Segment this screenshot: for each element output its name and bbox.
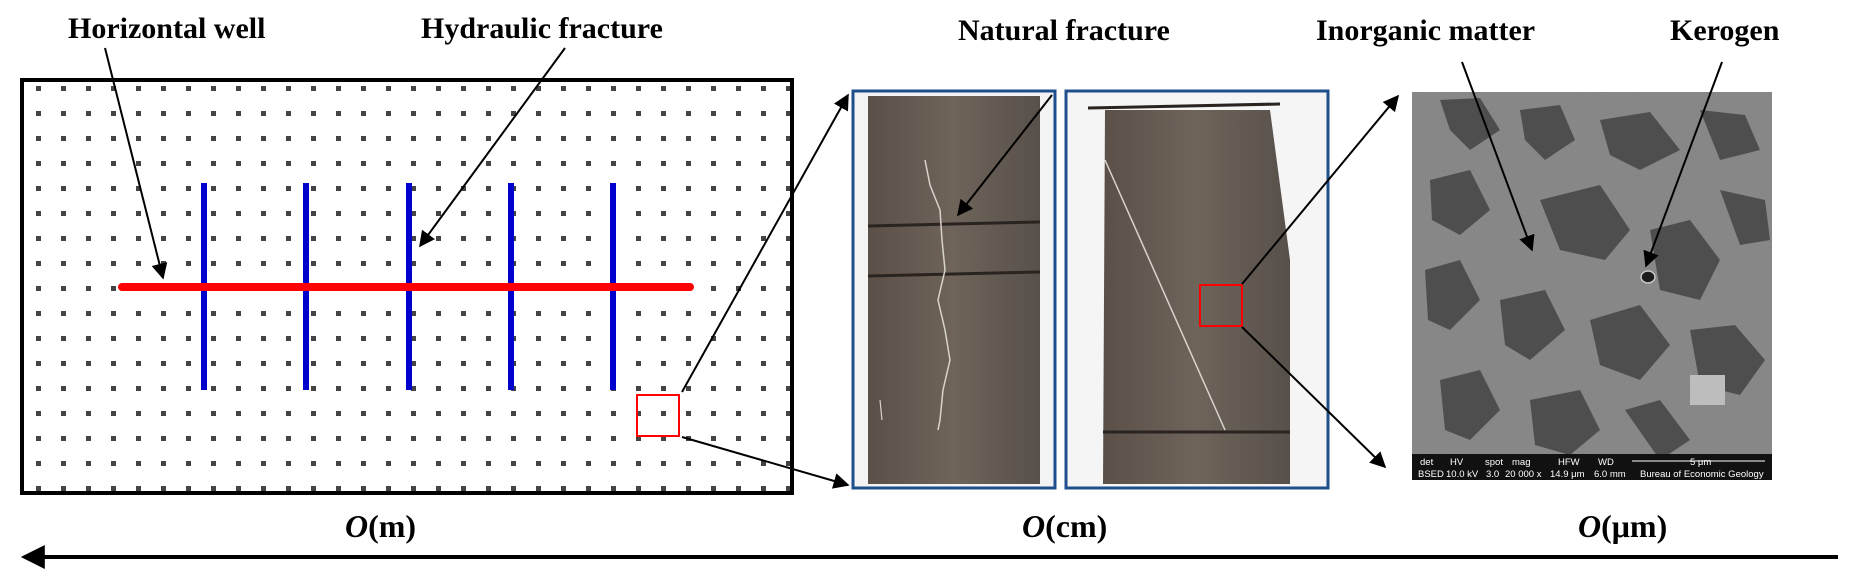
sem-scalebar-label: 5 μm — [1690, 457, 1711, 468]
scale-um-symbol: O — [1578, 508, 1601, 544]
core-sample-right — [1103, 110, 1290, 484]
label-horizontal-well: Horizontal well — [68, 12, 265, 45]
callout-kerogen — [1643, 61, 1723, 268]
zoom-box-core — [1199, 284, 1243, 327]
callout-natural-fracture — [957, 94, 1053, 217]
scale-label-cm: O(cm) — [1022, 508, 1107, 544]
label-hydraulic-fracture: Hydraulic fracture — [421, 12, 663, 45]
callout-inorganic-matter — [1461, 61, 1535, 252]
callout-horizontal-well — [104, 47, 168, 280]
sem-panel: det HV spot mag HFW WD BSED 10.0 kV 3.0 … — [1412, 92, 1772, 480]
connector-core-bottom — [1241, 326, 1387, 469]
sem-v0: BSED — [1418, 469, 1444, 480]
core-vein — [1104, 159, 1226, 431]
scale-cm-symbol: O — [1022, 508, 1045, 544]
core-crack-1 — [867, 220, 1041, 228]
connector-res-top — [681, 93, 849, 393]
connector-res-bottom — [681, 436, 850, 489]
zoom-box-reservoir — [636, 394, 680, 437]
core-crack-2 — [867, 270, 1041, 278]
sem-v4: 14.9 μm — [1550, 469, 1585, 480]
core-panel — [851, 89, 1330, 490]
scale-m-unit: (m) — [368, 508, 416, 544]
kerogen-pore — [1640, 270, 1656, 284]
sem-v5: 6.0 mm — [1594, 469, 1626, 480]
sem-h3: mag — [1512, 457, 1530, 468]
sem-h5: WD — [1598, 457, 1614, 468]
sem-h4: HFW — [1558, 457, 1580, 468]
core-sample-left — [868, 96, 1040, 484]
callout-arrows — [104, 47, 1723, 280]
label-inorganic-matter: Inorganic matter — [1316, 14, 1535, 47]
label-kerogen: Kerogen — [1670, 14, 1780, 47]
scale-label-um: O(μm) — [1578, 508, 1667, 544]
scale-m-symbol: O — [345, 508, 368, 544]
sem-v2: 3.0 — [1486, 469, 1499, 480]
sem-databar — [1412, 454, 1772, 480]
sem-databar-text: det HV spot mag HFW WD BSED 10.0 kV 3.0 … — [1418, 457, 1765, 480]
sem-h0: det — [1420, 457, 1434, 468]
sem-h1: HV — [1450, 457, 1464, 468]
scale-label-m: O(m) — [345, 508, 416, 544]
scale-um-unit: (μm) — [1601, 508, 1667, 544]
sem-v1: 10.0 kV — [1446, 469, 1479, 480]
sem-bright-grain — [1690, 375, 1725, 405]
natural-fracture-trace — [924, 159, 951, 431]
reservoir-panel — [20, 78, 794, 495]
sem-institution: Bureau of Economic Geology — [1640, 469, 1764, 480]
sem-v3: 20 000 x — [1505, 469, 1542, 480]
label-natural-fracture: Natural fracture — [958, 14, 1170, 47]
callout-hydraulic-fracture — [419, 47, 566, 248]
connector-core-top — [1241, 94, 1400, 285]
sem-h2: spot — [1485, 457, 1503, 468]
scale-cm-unit: (cm) — [1045, 508, 1107, 544]
zoom-connectors — [681, 93, 1400, 489]
